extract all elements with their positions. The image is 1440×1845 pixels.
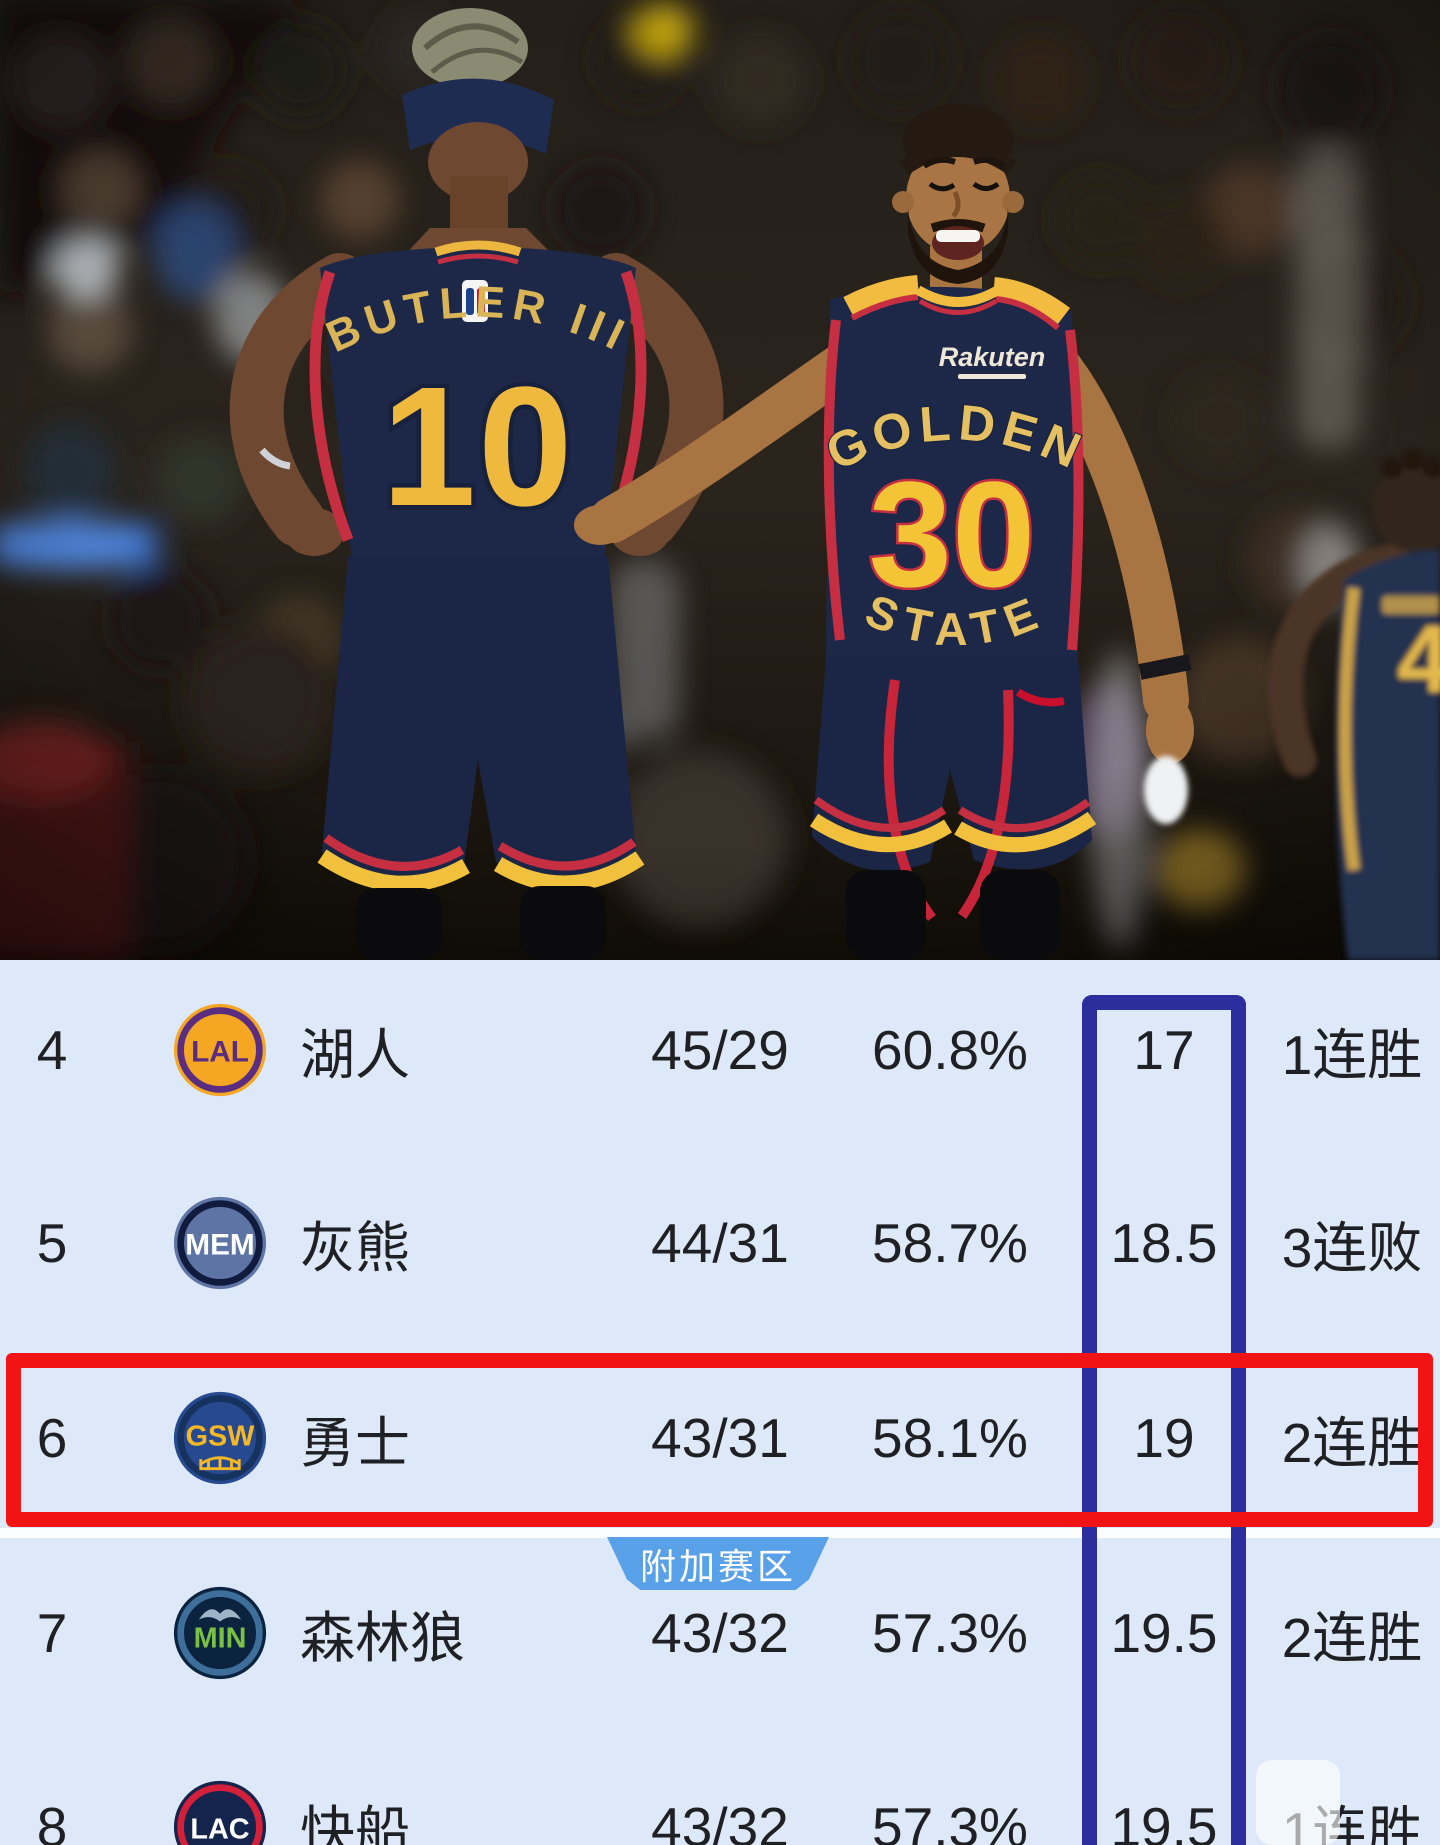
logo-ring: [177, 1784, 263, 1845]
logo-text: LAL: [191, 1036, 249, 1069]
curry-sponsor-patch: Rakuten: [939, 342, 1046, 372]
team-name: 勇士: [300, 1412, 411, 1474]
team-name: 湖人: [300, 1024, 411, 1086]
games-behind: 17: [1133, 1019, 1195, 1081]
player-butler: BUTLER III 10: [229, 8, 724, 960]
player-curry: Rakuten GOLDEN 30 STATE: [574, 104, 1194, 960]
games-behind-highlight-box: [1082, 995, 1246, 1845]
team-logo: LAC: [173, 1780, 267, 1845]
curry-jersey-number: 30: [869, 450, 1036, 618]
team-logo: MIN: [173, 1586, 267, 1680]
team-logo: LAL: [173, 1003, 267, 1097]
playin-separator-line: [0, 1528, 1440, 1538]
table-row[interactable]: 4 LAL 湖人 45/29 60.8% 17 1连胜: [0, 953, 1440, 1147]
rank-label: 7: [36, 1602, 68, 1664]
streak-label: 2连胜: [1281, 1412, 1423, 1474]
streak-label: 3连败: [1281, 1217, 1423, 1279]
team-logo: MEM: [173, 1196, 267, 1290]
logo-ring: [177, 1590, 263, 1676]
white-overlay-patch: [1256, 1760, 1340, 1845]
games-behind: 18.5: [1110, 1212, 1218, 1274]
background-player-number: 4: [1397, 606, 1440, 713]
logo-ring: [177, 1200, 263, 1286]
table-row[interactable]: 6 GSW 勇士 43/31 58.1% 19 2连胜: [0, 1341, 1440, 1535]
logo-background: [173, 1196, 267, 1290]
games-behind: 19: [1133, 1407, 1195, 1469]
win-loss-record: 43/32: [651, 1602, 789, 1664]
win-loss-record: 45/29: [651, 1019, 789, 1081]
win-percentage: 58.1%: [872, 1407, 1028, 1469]
team-logo: GSW: [173, 1391, 267, 1485]
logo-text: MEM: [185, 1229, 254, 1262]
streak-label: 2连胜: [1281, 1607, 1423, 1669]
logo-text: GSW: [186, 1421, 256, 1453]
logo-ring: [177, 1007, 263, 1093]
logo-background: [173, 1003, 267, 1097]
win-loss-record: 43/31: [651, 1407, 789, 1469]
logo-text: MIN: [194, 1622, 247, 1654]
team-name: 灰熊: [300, 1217, 411, 1279]
rank-label: 8: [36, 1796, 68, 1845]
games-behind: 19.5: [1110, 1602, 1218, 1664]
bridge-icon: [199, 1456, 241, 1471]
wolf-icon: [198, 1609, 242, 1622]
hero-photo: 4 BUTLER III 10: [0, 0, 1440, 960]
warriors-row-highlight-box: [6, 1353, 1433, 1527]
team-name: 森林狼: [300, 1607, 466, 1669]
table-row[interactable]: 7 MIN 森林狼 43/32 57.3% 19.5 2连胜: [0, 1536, 1440, 1730]
background-player: 4: [1268, 449, 1440, 960]
win-loss-record: 44/31: [651, 1212, 789, 1274]
rank-label: 4: [36, 1019, 68, 1081]
win-percentage: 57.3%: [872, 1796, 1028, 1845]
logo-text: LAC: [190, 1814, 249, 1845]
playin-zone-badge: 附加赛区: [607, 1537, 829, 1590]
team-name: 快船: [300, 1801, 411, 1845]
logo-ring: [177, 1395, 263, 1481]
win-loss-record: 43/32: [651, 1796, 789, 1845]
rank-label: 5: [36, 1212, 68, 1274]
win-percentage: 58.7%: [872, 1212, 1028, 1274]
butler-jersey-number: 10: [381, 352, 574, 542]
logo-background: [173, 1586, 267, 1680]
win-percentage: 57.3%: [872, 1602, 1028, 1664]
logo-background: [173, 1391, 267, 1485]
games-behind: 19.5: [1110, 1796, 1218, 1845]
vignette-overlay: [0, 0, 1440, 960]
table-row[interactable]: 5 MEM 灰熊 44/31 58.7% 18.5 3连败: [0, 1146, 1440, 1340]
rank-label: 6: [36, 1407, 68, 1469]
win-percentage: 60.8%: [872, 1019, 1028, 1081]
streak-label: 1连胜: [1281, 1024, 1423, 1086]
